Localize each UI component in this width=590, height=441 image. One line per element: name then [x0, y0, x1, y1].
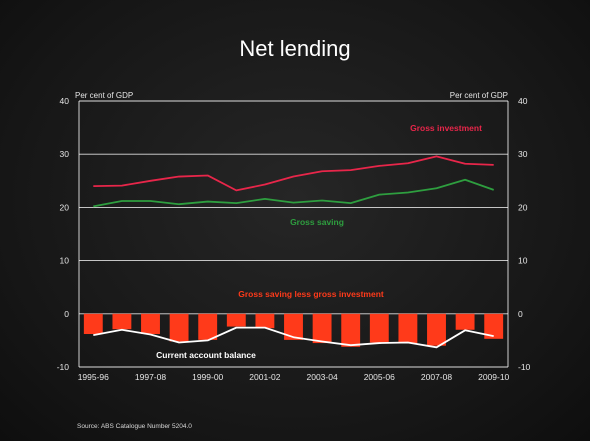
y-tick-left-10: 10 — [60, 256, 70, 266]
y-tick-left-0: 0 — [64, 309, 69, 319]
bar-2003-04 — [312, 313, 332, 344]
line-current-account-balance — [93, 326, 494, 349]
bar-2000-01 — [226, 313, 246, 327]
bar-2004-05 — [341, 313, 361, 347]
bar-1999-00 — [198, 313, 218, 340]
x-tick-2001-02: 2001-02 — [249, 372, 280, 382]
label-current-account-balance: Current account balance — [156, 350, 256, 360]
x-tick-1997-08: 1997-08 — [135, 372, 166, 382]
line-gross-investment — [93, 155, 494, 192]
x-tick-1995-96: 1995-96 — [78, 372, 109, 382]
axes: -10 -10 0 0 10 10 20 20 30 30 40 40 1995-96 1997-08 19… — [57, 96, 531, 382]
x-tick-2005-06: 2005-06 — [364, 372, 395, 382]
y-tick-left-20: 20 — [60, 202, 70, 212]
line-series — [93, 155, 494, 349]
bar-2009-10 — [484, 313, 504, 339]
y-tick-right-30: 30 — [518, 149, 528, 159]
y-tick-left-30: 30 — [60, 149, 70, 159]
bar-series-gross-saving-less-investment — [83, 313, 504, 347]
y-tick-right--10: -10 — [518, 362, 531, 372]
y-axis-label-left: Per cent of GDP — [75, 91, 133, 100]
x-tick-1999-00: 1999-00 — [192, 372, 223, 382]
bar-1995-96 — [83, 313, 103, 335]
source-note: Source: ABS Catalogue Number 5204.0 — [77, 423, 192, 430]
chart-title: Net lending — [239, 36, 351, 61]
bar-2008-09 — [455, 313, 475, 330]
y-tick-left-40: 40 — [60, 96, 70, 106]
y-tick-right-0: 0 — [518, 309, 523, 319]
line-gross-saving — [93, 178, 494, 208]
label-gross-investment: Gross investment — [410, 123, 482, 133]
label-gross-saving: Gross saving — [290, 217, 344, 227]
y-tick-right-20: 20 — [518, 202, 528, 212]
bar-2005-06 — [369, 313, 389, 343]
label-saving-less-investment: Gross saving less gross investment — [238, 289, 384, 299]
bar-2002-03 — [284, 313, 303, 340]
y-axis-label-right: Per cent of GDP — [450, 91, 508, 100]
bar-2007-08 — [427, 313, 446, 346]
y-tick-right-40: 40 — [518, 96, 528, 106]
bar-2006-07 — [398, 313, 418, 344]
bar-1996-97 — [112, 313, 132, 330]
bar-1997-98 — [141, 313, 160, 335]
y-tick-left--10: -10 — [57, 362, 70, 372]
bar-1998-99 — [169, 313, 189, 342]
bar-2001-02 — [255, 313, 275, 329]
x-tick-2009-10: 2009-10 — [478, 372, 509, 382]
x-tick-2007-08: 2007-08 — [421, 372, 452, 382]
grid-lines — [79, 100, 508, 368]
y-tick-right-10: 10 — [518, 256, 528, 266]
x-tick-2003-04: 2003-04 — [306, 372, 337, 382]
